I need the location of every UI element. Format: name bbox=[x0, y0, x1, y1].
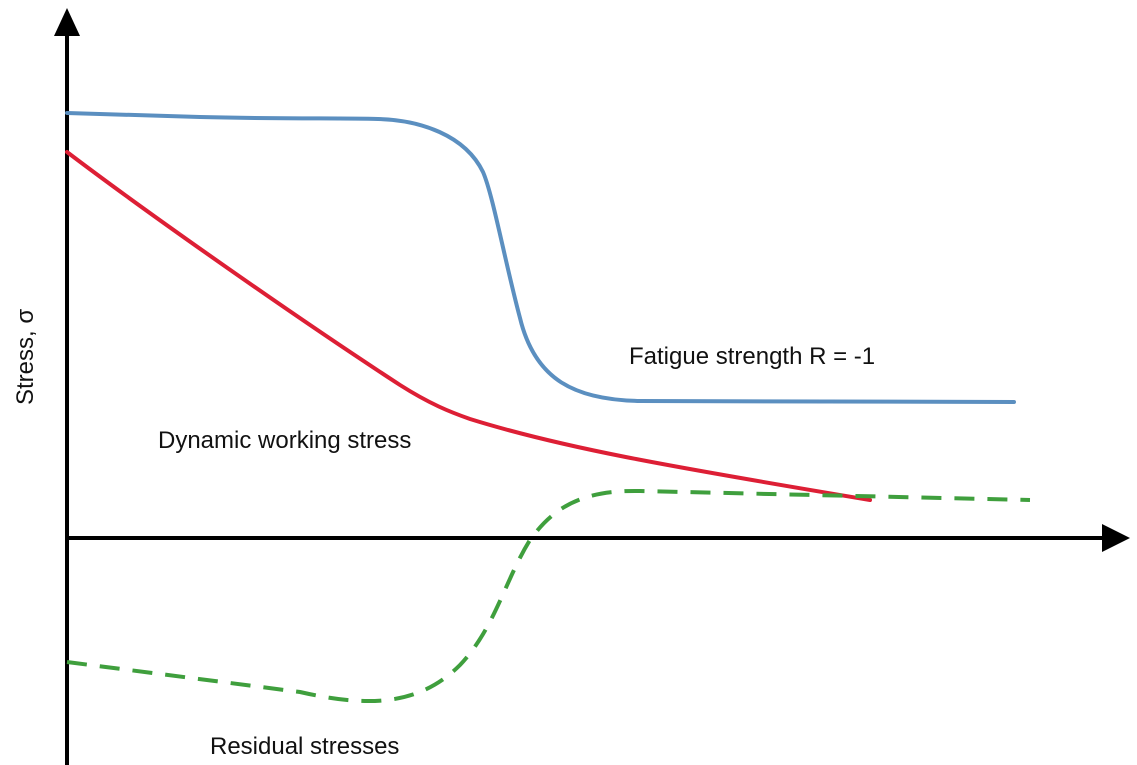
residual-stresses-label: Residual stresses bbox=[210, 733, 399, 760]
dynamic-working-stress-label: Dynamic working stress bbox=[158, 427, 411, 454]
dynamic-working-stress-curve bbox=[65, 150, 872, 502]
y-axis-label: Stress, σ bbox=[12, 309, 39, 405]
residual-stresses-curve bbox=[66, 488, 1031, 704]
y-axis-arrowhead bbox=[54, 8, 80, 36]
fatigue-strength-curve bbox=[65, 111, 1016, 404]
x-axis-arrowhead bbox=[1102, 524, 1130, 552]
fatigue-strength-label: Fatigue strength R = -1 bbox=[629, 343, 875, 370]
